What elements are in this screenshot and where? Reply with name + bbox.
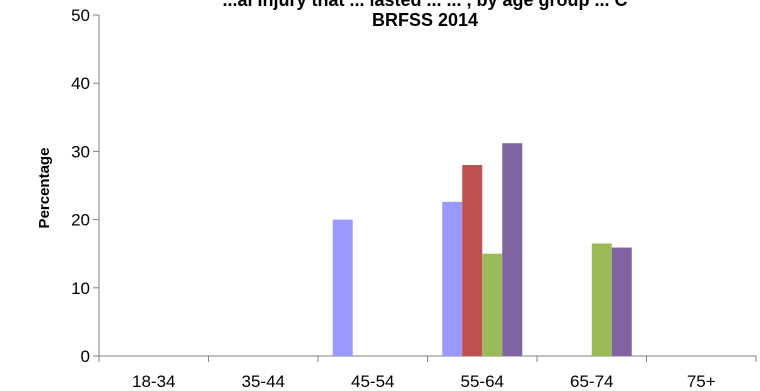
y-axis-label: Percentage [36, 148, 53, 229]
y-axis: 0 10 20 30 40 50 [71, 6, 100, 366]
chart-title-line1: ...al Injury that ... lasted ... ... , b… [222, 0, 627, 10]
bar [442, 201, 463, 356]
y-tick-label: 0 [81, 347, 90, 366]
bar [482, 253, 503, 356]
chart-title-line2: BRFSS 2014 [372, 10, 478, 30]
x-tick-label: 65-74 [570, 372, 613, 391]
y-tick-label: 30 [71, 142, 90, 161]
bar [502, 143, 523, 356]
x-tick-label: 35-44 [242, 372, 285, 391]
bars [332, 143, 632, 356]
y-tick-label: 10 [71, 279, 90, 298]
y-tick-label: 20 [71, 211, 90, 230]
x-axis: 18-34 35-44 45-54 55-64 65-74 75+ [98, 355, 757, 391]
y-tick-label: 50 [71, 6, 90, 25]
bar [591, 243, 612, 356]
x-tick-label: 45-54 [351, 372, 394, 391]
bar [332, 219, 353, 356]
y-tick-label: 40 [71, 74, 90, 93]
x-tick-label: 75+ [687, 372, 716, 391]
x-tick-label: 18-34 [132, 372, 175, 391]
x-tick-label: 55-64 [461, 372, 504, 391]
bar [462, 165, 483, 356]
bar [611, 247, 632, 356]
